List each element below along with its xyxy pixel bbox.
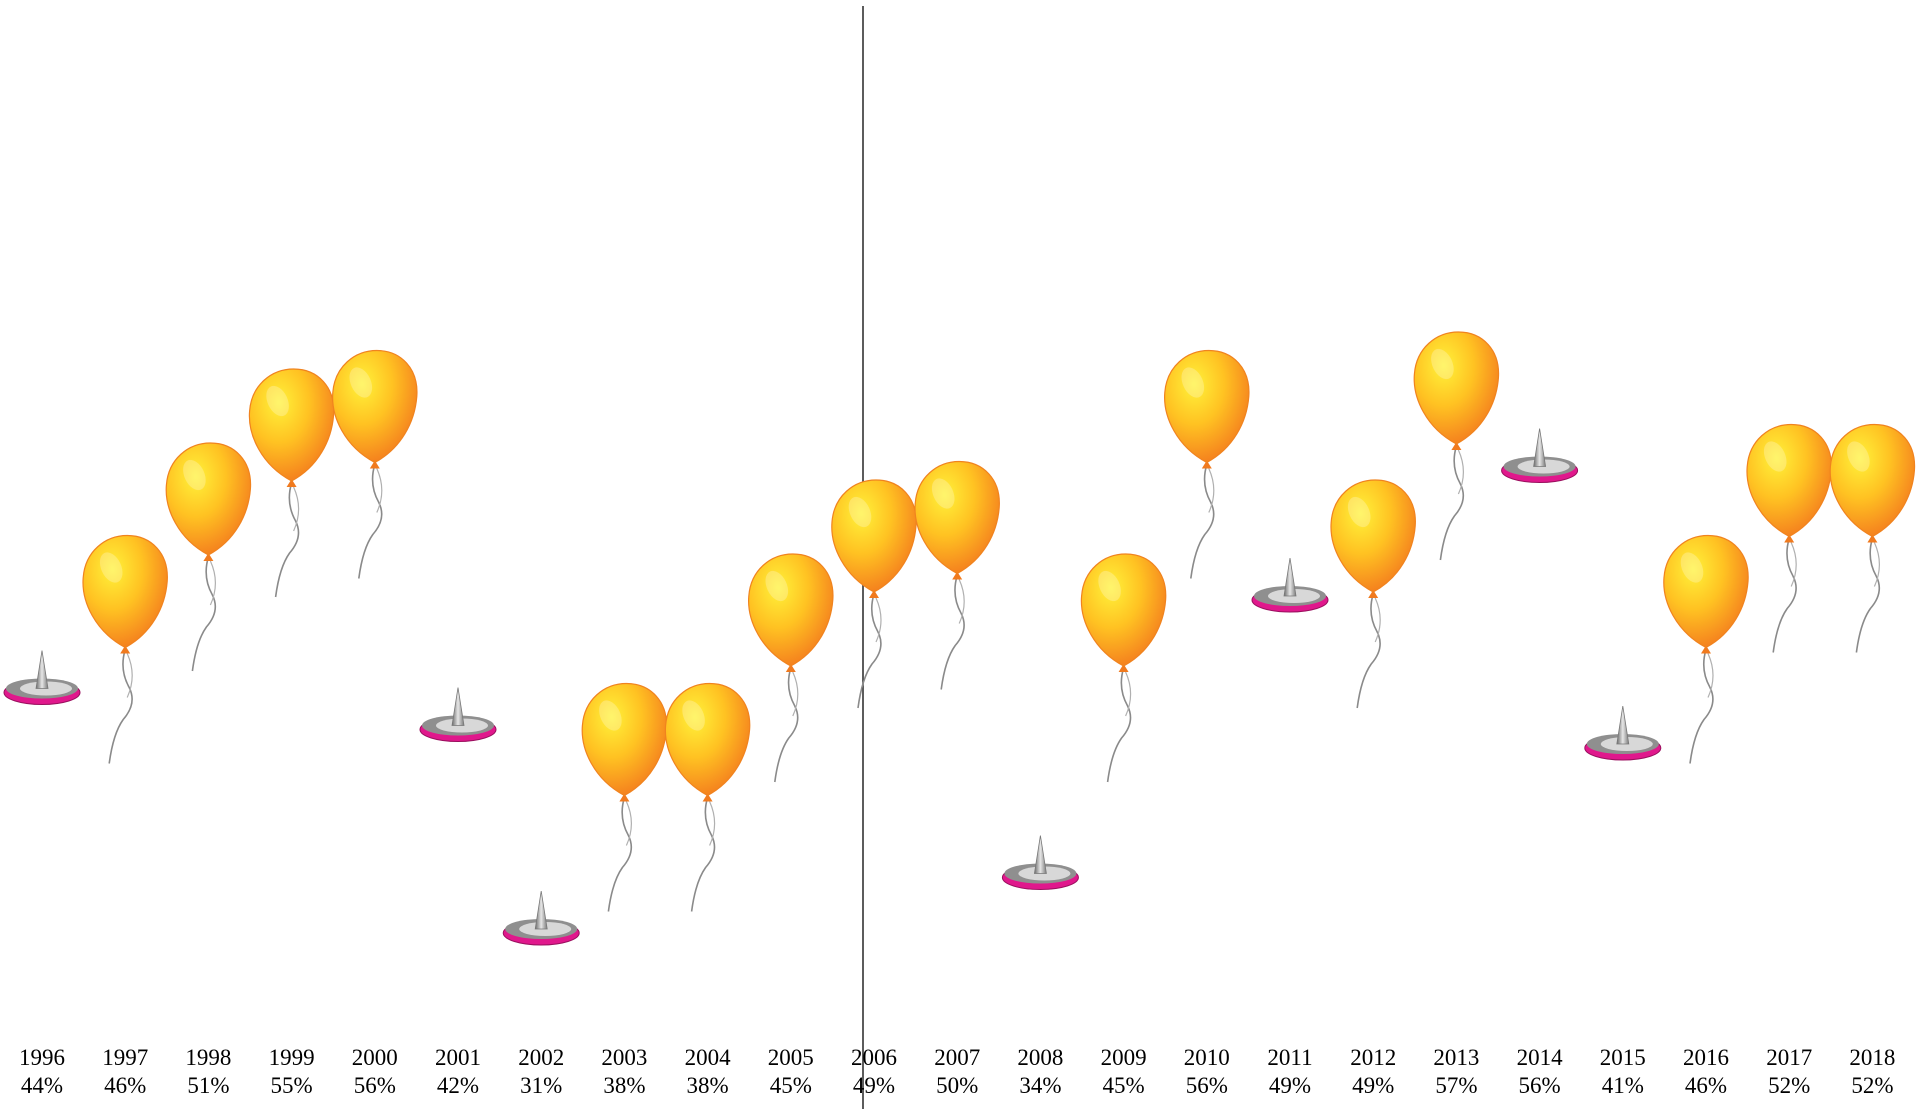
balloon-marker — [1080, 553, 1167, 783]
year-label: 1999 — [269, 1045, 315, 1070]
balloon-marker — [1829, 423, 1916, 653]
balloon-marker — [914, 460, 1000, 690]
pin-marker — [419, 687, 497, 742]
pin-marker — [1001, 835, 1079, 890]
value-label: 45% — [770, 1073, 812, 1098]
year-label: 2006 — [851, 1045, 897, 1070]
year-label: 2009 — [1101, 1045, 1147, 1070]
label-layer: 1996 44% 1997 46% 1998 51% 1999 55% 2000 56% 2001 4… — [19, 1045, 1895, 1098]
balloon-marker — [332, 349, 418, 579]
balloon-marker — [1164, 349, 1250, 579]
year-label: 2014 — [1517, 1045, 1564, 1070]
year-label: 2001 — [435, 1045, 481, 1070]
year-label: 2003 — [601, 1045, 647, 1070]
year-label: 2017 — [1766, 1045, 1812, 1070]
marker-layer — [3, 331, 1916, 946]
pin-marker — [1584, 705, 1662, 761]
year-label: 2015 — [1600, 1045, 1646, 1070]
balloon-marker — [831, 479, 917, 709]
value-label: 49% — [1269, 1073, 1311, 1098]
pin-marker — [3, 650, 81, 705]
balloon-marker — [1663, 534, 1749, 764]
year-label: 2004 — [685, 1045, 732, 1070]
year-label: 2000 — [352, 1045, 398, 1070]
year-label: 2002 — [518, 1045, 564, 1070]
value-label: 49% — [1352, 1073, 1394, 1098]
balloon-marker — [1413, 331, 1500, 561]
year-label: 2007 — [934, 1045, 980, 1070]
value-label: 56% — [1519, 1073, 1561, 1098]
value-label: 46% — [104, 1073, 146, 1098]
value-label: 51% — [187, 1073, 229, 1098]
year-label: 1996 — [19, 1045, 65, 1070]
balloon-marker — [82, 534, 168, 764]
pin-marker — [1501, 428, 1579, 483]
value-label: 44% — [21, 1073, 63, 1098]
pin-marker — [1251, 557, 1329, 613]
value-label: 46% — [1685, 1073, 1727, 1098]
value-label: 57% — [1435, 1073, 1477, 1098]
value-label: 38% — [603, 1073, 645, 1098]
value-label: 45% — [1103, 1073, 1145, 1098]
value-label: 52% — [1851, 1073, 1893, 1098]
value-label: 31% — [520, 1073, 562, 1098]
value-label: 34% — [1019, 1073, 1061, 1098]
value-label: 49% — [853, 1073, 895, 1098]
year-label: 1997 — [102, 1045, 148, 1070]
balloon-marker — [581, 682, 668, 912]
value-label: 52% — [1768, 1073, 1810, 1098]
year-label: 1998 — [185, 1045, 231, 1070]
balloon-marker — [165, 442, 252, 672]
year-label: 2010 — [1184, 1045, 1230, 1070]
value-label: 42% — [437, 1073, 479, 1098]
balloon-marker — [1330, 479, 1416, 709]
year-label: 2016 — [1683, 1045, 1729, 1070]
year-label: 2008 — [1017, 1045, 1063, 1070]
year-label: 2018 — [1849, 1045, 1895, 1070]
value-label: 50% — [936, 1073, 978, 1098]
value-label: 41% — [1602, 1073, 1644, 1098]
value-label: 55% — [271, 1073, 313, 1098]
balloon-marker — [248, 368, 335, 598]
value-label: 38% — [687, 1073, 729, 1098]
value-label: 56% — [354, 1073, 396, 1098]
year-label: 2005 — [768, 1045, 814, 1070]
balloon-marker — [1746, 423, 1832, 653]
value-label: 56% — [1186, 1073, 1228, 1098]
year-label: 2011 — [1267, 1045, 1312, 1070]
year-label: 2012 — [1350, 1045, 1396, 1070]
pin-marker — [502, 890, 580, 946]
balloon-marker — [748, 553, 834, 783]
balloon-marker — [664, 682, 751, 912]
year-label: 2013 — [1433, 1045, 1479, 1070]
